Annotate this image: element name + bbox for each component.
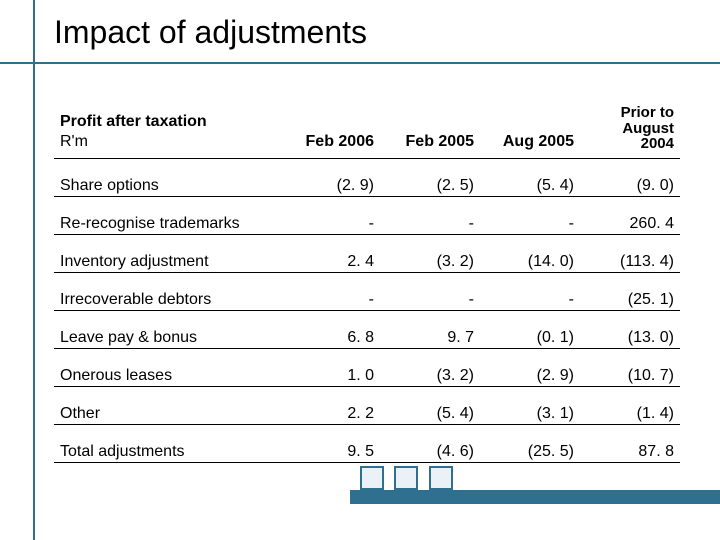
cell: (4. 6) (380, 425, 480, 463)
cell: (25. 5) (480, 425, 580, 463)
cell: (5. 4) (480, 159, 580, 197)
square-icon (429, 466, 453, 490)
cell: (25. 1) (580, 273, 680, 311)
cell: (13. 0) (580, 311, 680, 349)
table-header-row: Profit after taxation R'm Feb 2006 Feb 2… (54, 96, 680, 159)
table-row: Re-recognise trademarks - - - 260. 4 (54, 197, 680, 235)
cell: - (280, 273, 380, 311)
header-col-2: Aug 2005 (480, 96, 580, 159)
cell: - (380, 197, 480, 235)
row-label: Irrecoverable debtors (54, 273, 280, 311)
cell: 9. 5 (280, 425, 380, 463)
cell: 2. 4 (280, 235, 380, 273)
header-col-3: Prior to August 2004 (580, 96, 680, 159)
cell: 6. 8 (280, 311, 380, 349)
square-icon (394, 466, 418, 490)
slide-title: Impact of adjustments (54, 14, 367, 51)
cell: 9. 7 (380, 311, 480, 349)
cell: (9. 0) (580, 159, 680, 197)
cell: (3. 2) (380, 235, 480, 273)
adjustments-table: Profit after taxation R'm Feb 2006 Feb 2… (54, 96, 680, 463)
row-label: Leave pay & bonus (54, 311, 280, 349)
cell: (2. 9) (280, 159, 380, 197)
header-rowhead-line1: Profit after taxation (60, 113, 207, 130)
title-underline (0, 62, 720, 64)
square-icon (360, 466, 384, 490)
cell: (2. 9) (480, 349, 580, 387)
table-row: Share options (2. 9) (2. 5) (5. 4) (9. 0… (54, 159, 680, 197)
row-label: Inventory adjustment (54, 235, 280, 273)
header-col-1: Feb 2005 (380, 96, 480, 159)
cell: 1. 0 (280, 349, 380, 387)
header-rowhead-line2: R'm (60, 133, 88, 150)
cell: - (480, 273, 580, 311)
table-row: Leave pay & bonus 6. 8 9. 7 (0. 1) (13. … (54, 311, 680, 349)
row-label: Share options (54, 159, 280, 197)
header-col-1-text: Feb 2005 (406, 133, 474, 150)
header-col-2-text: Aug 2005 (503, 133, 574, 150)
cell: (10. 7) (580, 349, 680, 387)
table-row: Total adjustments 9. 5 (4. 6) (25. 5) 87… (54, 425, 680, 463)
cell: (2. 5) (380, 159, 480, 197)
header-col-3-line1: Prior to (621, 104, 674, 121)
row-label: Re-recognise trademarks (54, 197, 280, 235)
row-label: Total adjustments (54, 425, 280, 463)
cell: (5. 4) (380, 387, 480, 425)
row-label: Other (54, 387, 280, 425)
table-row: Irrecoverable debtors - - - (25. 1) (54, 273, 680, 311)
header-col-0-text: Feb 2006 (306, 133, 374, 150)
left-vertical-rule (33, 0, 35, 540)
cell: (3. 1) (480, 387, 580, 425)
table-row: Onerous leases 1. 0 (3. 2) (2. 9) (10. 7… (54, 349, 680, 387)
slide-body: Profit after taxation R'm Feb 2006 Feb 2… (54, 96, 680, 463)
table-row: Inventory adjustment 2. 4 (3. 2) (14. 0)… (54, 235, 680, 273)
decorative-bottom-bar (350, 490, 720, 504)
row-label: Onerous leases (54, 349, 280, 387)
cell: (0. 1) (480, 311, 580, 349)
cell: (3. 2) (380, 349, 480, 387)
cell: 2. 2 (280, 387, 380, 425)
table-row: Other 2. 2 (5. 4) (3. 1) (1. 4) (54, 387, 680, 425)
header-col-0: Feb 2006 (280, 96, 380, 159)
cell: (113. 4) (580, 235, 680, 273)
cell: 87. 8 (580, 425, 680, 463)
header-col-3-line2: August (622, 120, 674, 137)
cell: (14. 0) (480, 235, 580, 273)
cell: (1. 4) (580, 387, 680, 425)
header-col-3-line3: 2004 (641, 135, 674, 152)
cell: - (480, 197, 580, 235)
header-rowhead: Profit after taxation R'm (54, 96, 280, 159)
cell: - (380, 273, 480, 311)
cell: - (280, 197, 380, 235)
cell: 260. 4 (580, 197, 680, 235)
